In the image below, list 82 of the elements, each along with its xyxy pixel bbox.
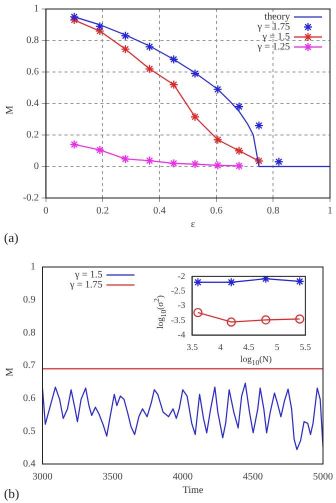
legend-label: γ = 1.75 bbox=[256, 22, 290, 33]
y-tick-label: 0.6 bbox=[26, 66, 39, 78]
legend-label: γ = 1.5 bbox=[74, 270, 102, 281]
point bbox=[169, 54, 178, 64]
point bbox=[234, 146, 244, 156]
x-tick-label: 0.8 bbox=[266, 206, 280, 217]
x-tick-label: 5.5 bbox=[300, 342, 312, 352]
point bbox=[70, 140, 79, 150]
y-tick-label: -2.5 bbox=[170, 285, 186, 296]
text: (a) bbox=[4, 230, 18, 246]
point bbox=[274, 157, 284, 166]
point bbox=[70, 12, 79, 22]
point bbox=[120, 44, 130, 54]
point bbox=[254, 156, 264, 166]
y-tick-label: 0.4 bbox=[23, 458, 36, 470]
x-tick-label: 0.6 bbox=[210, 206, 223, 217]
x-tick-label: 0 bbox=[43, 206, 48, 217]
point bbox=[95, 22, 104, 31]
y-tick-label: 0.9 bbox=[23, 294, 36, 306]
y-tick-label: 0.5 bbox=[23, 426, 36, 437]
point bbox=[213, 84, 222, 94]
point bbox=[95, 26, 104, 36]
y-tick-label: 0.2 bbox=[26, 130, 39, 141]
point bbox=[261, 315, 270, 325]
y-tick-label: -4 bbox=[178, 330, 186, 340]
legend-label: γ = 1.5 bbox=[261, 32, 290, 43]
x-tick-label: 5000 bbox=[313, 472, 333, 483]
x-tick-label: 4 bbox=[218, 342, 224, 352]
point bbox=[213, 135, 222, 144]
point bbox=[169, 158, 178, 168]
y-tick-label: 1 bbox=[30, 262, 36, 273]
x-axis-title: Time bbox=[182, 485, 204, 496]
point bbox=[234, 102, 244, 112]
point bbox=[193, 278, 203, 287]
x-tick-label: 3.5 bbox=[186, 342, 198, 352]
x-axis-title: log$_{10}$(N) bbox=[239, 354, 273, 367]
y-axis-title: M bbox=[4, 368, 16, 376]
x-tick-label: 5 bbox=[274, 342, 280, 352]
y-tick-label: 1 bbox=[34, 4, 39, 15]
x-tick-label: 4000 bbox=[172, 472, 193, 483]
point bbox=[120, 154, 130, 164]
x-axis-title: ε bbox=[190, 219, 196, 230]
point bbox=[95, 145, 104, 155]
y-tick-label: -2 bbox=[178, 270, 186, 281]
point bbox=[261, 276, 270, 284]
point bbox=[144, 42, 154, 52]
x-tick-label: 3000 bbox=[32, 472, 52, 483]
y-tick-label: 0.7 bbox=[23, 360, 36, 372]
point bbox=[190, 160, 200, 169]
y-tick-label: 0.8 bbox=[26, 35, 39, 46]
point bbox=[213, 160, 222, 170]
y-tick-label: 0.8 bbox=[23, 327, 36, 338]
x-tick-label: 0.2 bbox=[96, 206, 109, 217]
point bbox=[144, 64, 154, 74]
y-tick-label: -3 bbox=[178, 300, 186, 310]
point bbox=[295, 276, 304, 286]
text: (b) bbox=[4, 486, 20, 502]
legend-label: theory bbox=[264, 12, 290, 23]
y-tick-label: 0.6 bbox=[23, 392, 36, 404]
point bbox=[190, 112, 200, 122]
point bbox=[226, 317, 236, 327]
x-tick-label: 1 bbox=[328, 206, 332, 217]
y-tick-label: 0 bbox=[34, 161, 39, 172]
x-tick-label: 4500 bbox=[242, 472, 263, 483]
y-axis-title: M bbox=[4, 106, 16, 114]
y-tick-label: -0.2 bbox=[22, 192, 39, 204]
point bbox=[144, 156, 154, 166]
legend-label: γ = 1.25 bbox=[256, 42, 290, 53]
point bbox=[193, 308, 203, 318]
x-tick-label: 0.4 bbox=[153, 206, 166, 217]
point bbox=[169, 80, 178, 90]
point bbox=[295, 314, 304, 324]
legend-label: γ = 1.75 bbox=[68, 280, 102, 291]
point bbox=[190, 68, 200, 78]
y-tick-label: 0.4 bbox=[26, 98, 39, 110]
point bbox=[226, 278, 236, 287]
point bbox=[120, 31, 130, 40]
x-tick-label: 3500 bbox=[102, 472, 123, 483]
y-tick-label: -3.5 bbox=[170, 314, 186, 325]
x-tick-label: 4.5 bbox=[243, 342, 255, 352]
point bbox=[254, 120, 264, 130]
point bbox=[234, 161, 244, 170]
